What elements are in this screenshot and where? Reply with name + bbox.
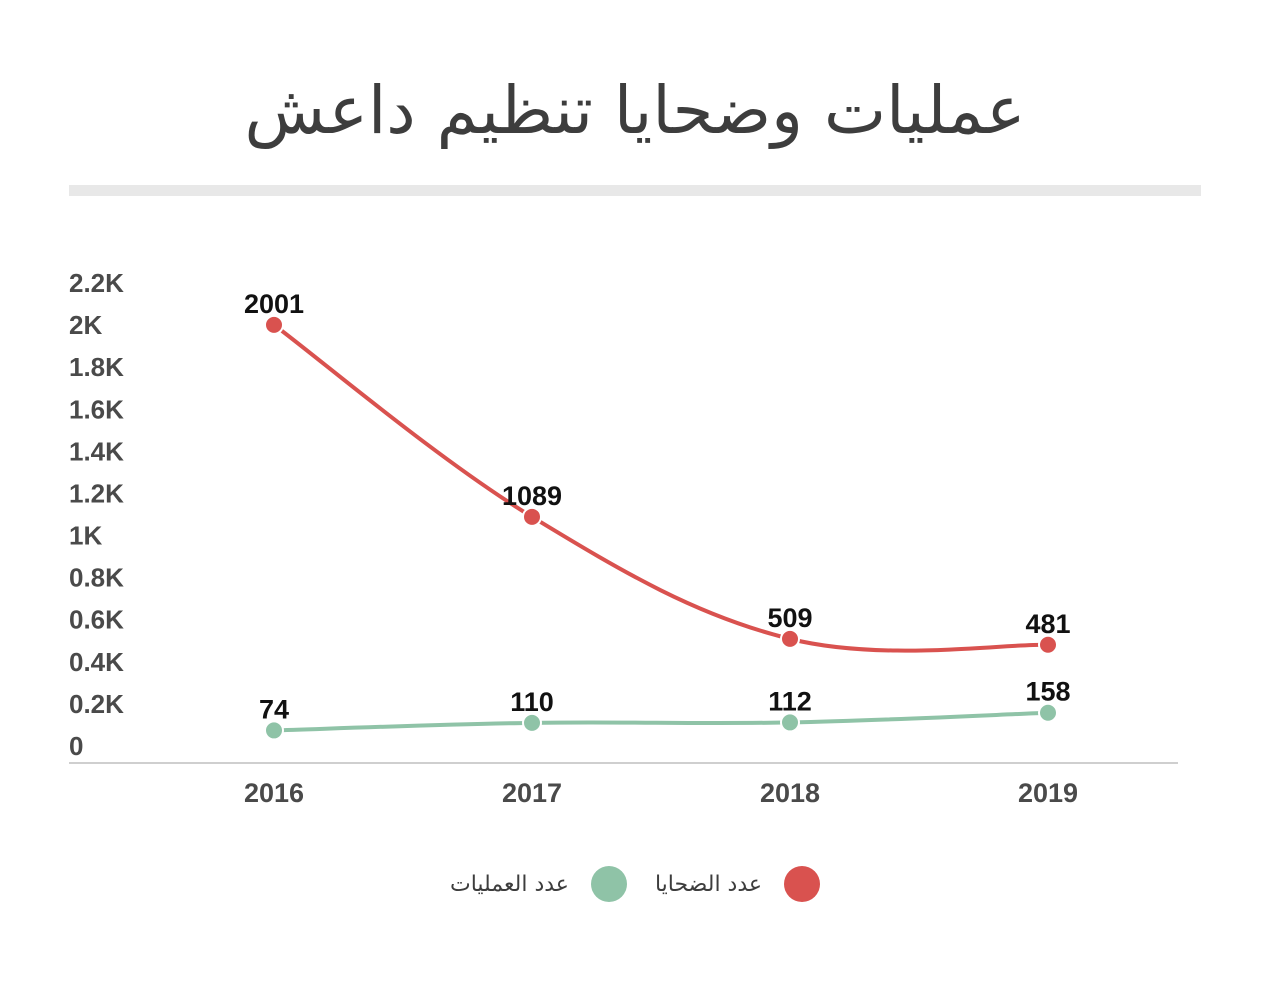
y-axis: 0 0.2K 0.4K 0.6K 0.8K 1K 1.2K 1.4K 1.6K 1.8K 2K 2.2…: [69, 268, 124, 761]
x-axis: 2016 2017 2018 2019: [244, 778, 1078, 808]
data-point-operations: [522, 712, 542, 733]
series-line-operations: [273, 710, 1049, 733]
data-point-victims: [780, 628, 800, 649]
data-label-operations: 158: [1025, 677, 1070, 707]
legend-swatch-operations: [590, 866, 627, 902]
data-label-operations: 74: [259, 694, 289, 724]
data-point-operations: [264, 720, 284, 741]
data-point-victims: [522, 506, 542, 527]
y-tick-label: 0.2K: [69, 689, 124, 719]
line-chart: 0 0.2K 0.4K 0.6K 0.8K 1K 1.2K 1.4K 1.6K 1.8K 2K 2.2…: [69, 268, 1178, 808]
y-tick-label: 2K: [69, 310, 102, 340]
data-point-operations: [780, 712, 800, 733]
y-tick-label: 0.6K: [69, 605, 124, 635]
data-label-operations: 110: [510, 687, 554, 717]
data-label-victims: 509: [767, 603, 812, 633]
y-tick-label: 1K: [69, 521, 102, 551]
x-tick-label: 2019: [1018, 778, 1078, 808]
legend-swatch-victims: [784, 866, 821, 902]
chart-title: عمليات وضحايا تنظيم داعش: [244, 72, 1026, 149]
y-tick-label: 1.6K: [69, 394, 124, 424]
data-label-operations: 112: [768, 686, 812, 716]
y-tick-label: 1.4K: [69, 436, 124, 466]
y-tick-label: 1.2K: [69, 478, 124, 508]
legend: عدد الضحايا عدد العمليات: [0, 860, 1270, 908]
legend-item-victims[interactable]: عدد الضحايا: [654, 866, 821, 902]
data-label-victims: 481: [1025, 609, 1070, 639]
title-divider: [69, 185, 1201, 196]
data-point-operations: [1038, 702, 1058, 723]
y-tick-label: 0.8K: [69, 563, 124, 593]
data-point-victims: [1038, 634, 1058, 655]
legend-label-victims: عدد الضحايا: [654, 871, 763, 897]
x-tick-label: 2016: [244, 778, 304, 808]
data-label-victims: 1089: [502, 481, 562, 511]
y-tick-label: 2.2K: [69, 268, 124, 298]
legend-label-operations: عدد العمليات: [449, 871, 569, 897]
data-label-victims: 2001: [244, 289, 304, 319]
series-layer: 2001 1089 509 481 74 110 112 158: [244, 289, 1071, 741]
x-tick-label: 2018: [760, 778, 820, 808]
y-tick-label: 0: [69, 731, 83, 761]
series-line-victims: [272, 323, 1049, 653]
x-tick-label: 2017: [502, 778, 562, 808]
legend-item-operations[interactable]: عدد العمليات: [450, 866, 627, 902]
y-tick-label: 1.8K: [69, 352, 124, 382]
y-tick-label: 0.4K: [69, 647, 124, 677]
data-point-victims: [264, 314, 284, 335]
